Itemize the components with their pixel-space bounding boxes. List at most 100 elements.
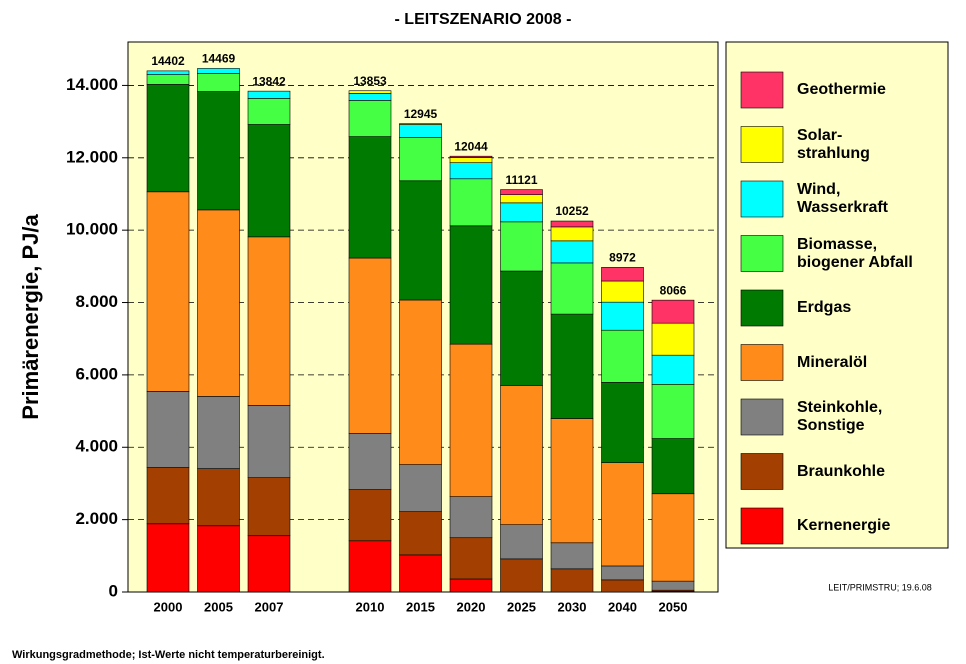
bar-segment xyxy=(449,578,493,593)
bar-segment xyxy=(197,68,240,74)
y-tick-label: 10.000 xyxy=(66,220,118,239)
y-tick-label: 4.000 xyxy=(75,437,118,456)
x-tick-label: 2025 xyxy=(507,599,536,614)
bar-segment xyxy=(550,262,594,315)
bar-segment xyxy=(449,537,493,580)
bar-segment xyxy=(348,257,392,434)
bar-segment xyxy=(550,542,594,570)
bar-segment xyxy=(348,93,392,101)
total-label: 12945 xyxy=(404,107,438,121)
bar-segment xyxy=(449,162,493,180)
x-tick-label: 2010 xyxy=(356,599,385,614)
bar-segment xyxy=(247,405,291,478)
bar-segment xyxy=(197,209,240,397)
bar-segment xyxy=(247,236,291,406)
bar-segment xyxy=(601,565,644,581)
bar-segment xyxy=(247,535,291,593)
bar-segment xyxy=(500,385,543,525)
bar-segment xyxy=(651,299,695,324)
bar-segment xyxy=(651,322,695,356)
bar-segment xyxy=(146,191,190,392)
bar-segment xyxy=(399,554,442,593)
x-tick-label: 2020 xyxy=(457,599,486,614)
legend-swatch xyxy=(740,71,784,109)
total-label: 13842 xyxy=(252,74,286,88)
bar-segment xyxy=(399,180,442,301)
y-tick-label: 6.000 xyxy=(75,364,118,383)
legend-swatch xyxy=(740,398,784,436)
legend-swatch xyxy=(740,453,784,490)
legend-swatch xyxy=(740,289,784,327)
x-tick-label: 2005 xyxy=(204,599,233,614)
x-tick-label: 2000 xyxy=(154,599,183,614)
total-label: 8972 xyxy=(609,251,636,265)
bar-segment xyxy=(348,90,392,94)
bar-segment xyxy=(146,74,190,85)
bar-segment xyxy=(449,157,493,163)
legend-label: Erdgas xyxy=(797,299,852,316)
total-label: 10252 xyxy=(555,204,589,218)
y-tick-label: 2.000 xyxy=(75,509,118,528)
bar-segment xyxy=(651,354,695,385)
legend-swatch xyxy=(740,344,784,381)
bar-segment xyxy=(550,220,594,228)
x-tick-label: 2050 xyxy=(659,599,688,614)
bar-segment xyxy=(449,343,493,497)
legend-label: Wind, Wasserkraft xyxy=(797,181,889,216)
bar-segment xyxy=(651,438,695,495)
chart-title: - LEITSZENARIO 2008 - xyxy=(395,11,572,28)
legend-label: Kernenergie xyxy=(797,517,891,534)
y-tick-label: 12.000 xyxy=(66,147,118,166)
bar-segment xyxy=(348,433,392,490)
bar-segment xyxy=(550,418,594,544)
legend-label: Solar- strahlung xyxy=(797,126,870,162)
bar-segment xyxy=(399,137,442,182)
bar-segment xyxy=(550,240,594,264)
y-tick-label: 0 xyxy=(109,581,118,600)
bar-segment xyxy=(601,280,644,303)
bar-segment xyxy=(146,391,190,468)
bar-segment xyxy=(550,568,594,593)
total-label: 14469 xyxy=(202,52,236,66)
bar-segment xyxy=(399,511,442,556)
bar-segment xyxy=(146,467,190,525)
legend-swatch xyxy=(740,507,784,545)
legend-label: Geothermie xyxy=(797,81,886,98)
bar-segment xyxy=(146,84,190,193)
x-tick-label: 2015 xyxy=(406,599,435,614)
source-note: LEIT/PRIMSTRU; 19.6.08 xyxy=(828,582,932,592)
total-label: 14402 xyxy=(151,54,185,68)
bar-segment xyxy=(146,70,190,75)
bar-segment xyxy=(601,301,644,331)
bar-segment xyxy=(197,525,240,593)
total-label: 11121 xyxy=(505,173,537,187)
bar-segment xyxy=(348,540,392,593)
bar-segment xyxy=(601,579,644,593)
bar-segment xyxy=(601,382,644,463)
bar-segment xyxy=(449,178,493,227)
bar-segment xyxy=(449,225,493,345)
total-label: 13853 xyxy=(353,74,387,88)
legend-swatch xyxy=(740,180,784,218)
bar-segment xyxy=(197,396,240,469)
footnote: Wirkungsgradmethode; Ist-Werte nicht tem… xyxy=(12,649,325,661)
bar-segment xyxy=(500,189,543,195)
x-tick-label: 2040 xyxy=(608,599,637,614)
x-tick-label: 2030 xyxy=(558,599,587,614)
bar-segment xyxy=(399,123,442,125)
legend-label: Biomasse, biogener Abfall xyxy=(797,235,913,271)
bar-segment xyxy=(651,580,695,591)
bar-segment xyxy=(399,124,442,138)
legend-swatch xyxy=(740,126,784,163)
y-tick-label: 8.000 xyxy=(75,292,118,311)
bar-segment xyxy=(197,468,240,527)
bar-segment xyxy=(247,477,291,537)
bar-segment xyxy=(197,91,240,211)
bar-segment xyxy=(500,194,543,204)
bar-segment xyxy=(601,329,644,383)
bar-segment xyxy=(651,384,695,439)
y-axis-label: Primärenergie, PJ/a xyxy=(18,214,43,420)
bar-segment xyxy=(500,270,543,386)
legend-label: Braunkohle xyxy=(797,462,886,480)
